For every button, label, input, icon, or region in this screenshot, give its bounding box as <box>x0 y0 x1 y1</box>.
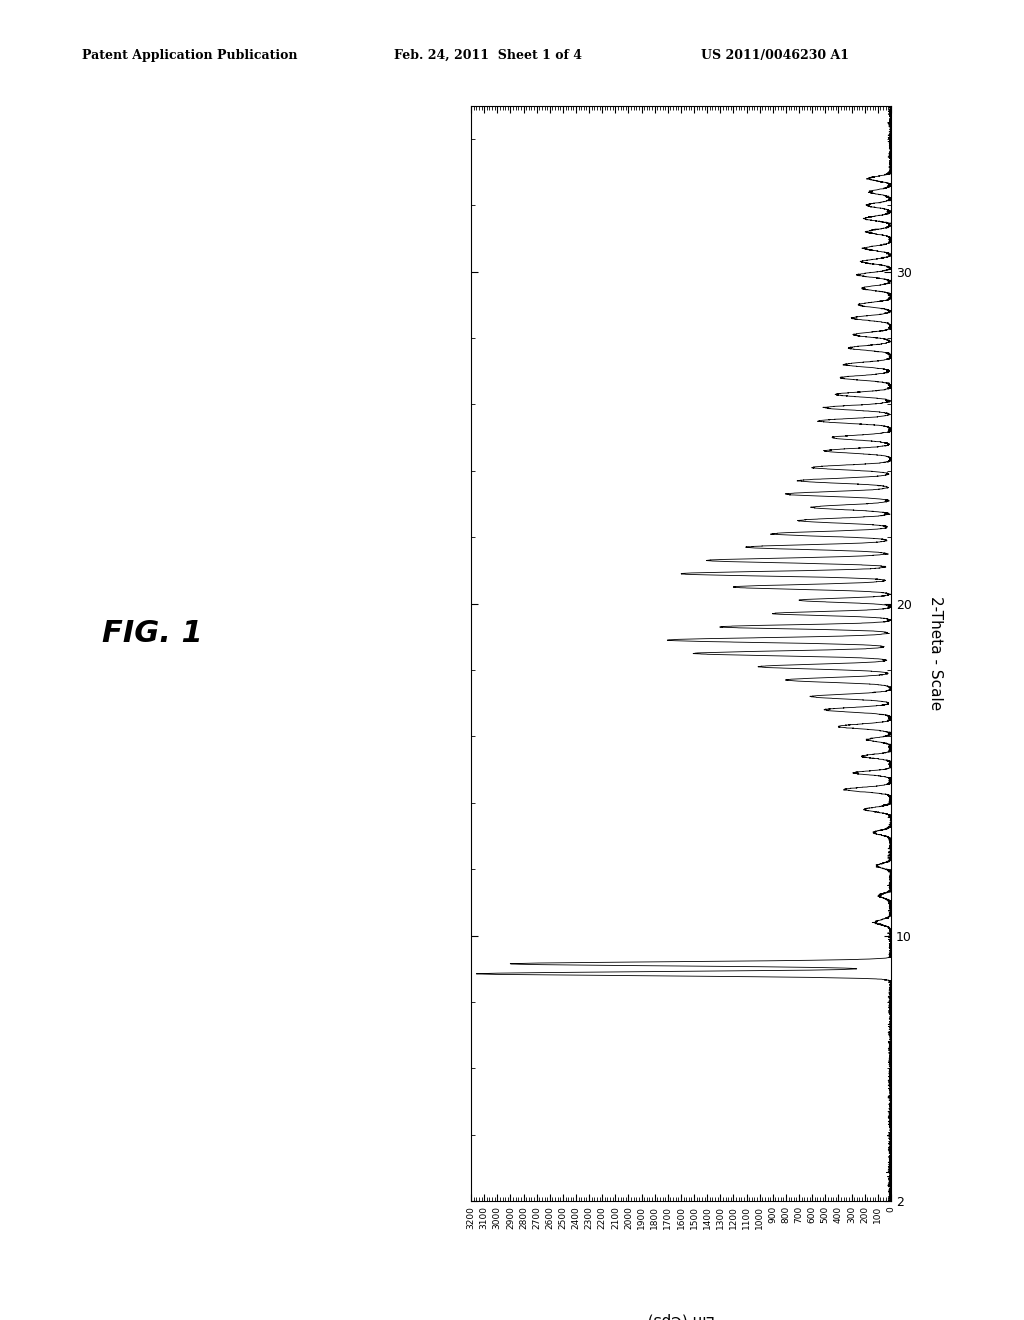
Y-axis label: 2-Theta - Scale: 2-Theta - Scale <box>929 597 943 710</box>
Text: Patent Application Publication: Patent Application Publication <box>82 49 297 62</box>
Text: FIG. 1: FIG. 1 <box>102 619 203 648</box>
X-axis label: Lin (Cps): Lin (Cps) <box>647 1312 715 1320</box>
Text: Feb. 24, 2011  Sheet 1 of 4: Feb. 24, 2011 Sheet 1 of 4 <box>394 49 583 62</box>
Text: US 2011/0046230 A1: US 2011/0046230 A1 <box>701 49 850 62</box>
